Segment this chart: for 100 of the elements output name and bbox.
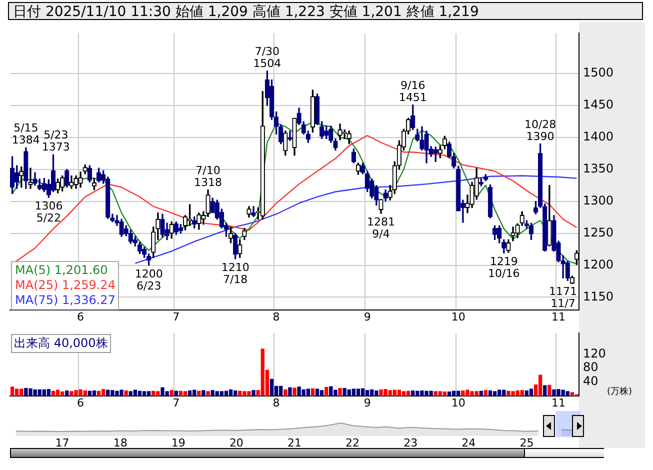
bar bbox=[183, 391, 188, 396]
x-tick-label: 22 bbox=[346, 436, 360, 450]
x-tick-label: 8 bbox=[272, 396, 280, 410]
annotation: 5/15 1384 bbox=[12, 122, 40, 147]
y-tick-label: 1200 bbox=[583, 257, 614, 272]
annotation: 1306 5/22 bbox=[34, 199, 63, 224]
bar bbox=[188, 390, 192, 396]
bar bbox=[406, 390, 410, 396]
bar bbox=[447, 391, 452, 396]
x-tick-label: 23 bbox=[404, 436, 418, 450]
y-tick-label: 1300 bbox=[583, 193, 614, 208]
bar bbox=[292, 388, 296, 396]
x-tick-label: 17 bbox=[55, 436, 70, 450]
bar bbox=[488, 390, 492, 396]
bar bbox=[360, 388, 365, 396]
bar bbox=[492, 391, 497, 396]
candlestick bbox=[342, 129, 347, 140]
bar bbox=[252, 390, 256, 396]
x-tick-label: 8 bbox=[272, 310, 280, 324]
bar bbox=[324, 386, 328, 396]
annotation: 5/23 1373 bbox=[42, 128, 70, 154]
x-tick-label: 6 bbox=[77, 310, 84, 324]
x-tick-label: 7 bbox=[172, 310, 180, 324]
bar bbox=[338, 388, 342, 396]
x-tick-label: 11 bbox=[552, 396, 566, 410]
bar bbox=[10, 386, 14, 396]
text: MA(5) 1,201.60 bbox=[15, 263, 109, 278]
y-tick-label: 1500 bbox=[583, 66, 614, 80]
bar bbox=[452, 390, 456, 396]
bar bbox=[320, 390, 324, 396]
bar bbox=[202, 390, 206, 396]
bar bbox=[174, 390, 178, 396]
annotation: 1281 9/4 bbox=[366, 215, 395, 240]
x-tick-label: 10 bbox=[451, 396, 466, 410]
bar bbox=[543, 385, 547, 396]
series-label: MA(25) 1,259.24 bbox=[15, 278, 116, 293]
annotation: 9/16 1451 bbox=[398, 78, 427, 104]
annotation: 7/10 1318 bbox=[194, 164, 222, 189]
x-tick-label: 19 bbox=[171, 436, 186, 450]
y-tick-label: 1250 bbox=[583, 225, 614, 240]
bar bbox=[529, 388, 534, 396]
x-tick-label: 24 bbox=[462, 436, 476, 450]
chart-title: 日付 2025/11/10 11:30 始値 1,209 高値 1,223 安値 1,201 終値 1,219 bbox=[8, 2, 643, 20]
bar bbox=[96, 390, 101, 396]
bar bbox=[538, 374, 542, 396]
y-tick-label: 1350 bbox=[583, 161, 614, 176]
bar bbox=[133, 390, 138, 396]
bar bbox=[228, 389, 233, 396]
bar bbox=[442, 391, 447, 396]
bar bbox=[138, 390, 142, 396]
bar bbox=[356, 388, 360, 396]
x-tick-label: 7 bbox=[172, 396, 180, 410]
bar bbox=[92, 390, 96, 396]
bar bbox=[124, 390, 128, 396]
bar bbox=[548, 384, 552, 396]
y-tick-label: 40 bbox=[583, 374, 598, 388]
y-tick-label: 80 bbox=[583, 360, 598, 374]
x-tick-label: 10 bbox=[451, 310, 466, 324]
bar bbox=[206, 391, 210, 396]
bar bbox=[397, 390, 402, 396]
x-tick-label: 18 bbox=[113, 436, 128, 450]
bar bbox=[170, 390, 174, 396]
bar bbox=[233, 390, 238, 396]
bar bbox=[270, 378, 274, 396]
bar bbox=[402, 391, 406, 396]
annotation: 7/30 1504 bbox=[253, 44, 282, 70]
bar bbox=[65, 390, 69, 396]
bar bbox=[178, 390, 183, 396]
x-tick-label: 21 bbox=[288, 436, 302, 450]
annotation: 1210 7/18 bbox=[221, 260, 250, 286]
text: MA(75) 1,336.27 bbox=[15, 293, 116, 308]
annotation: 1200 6/23 bbox=[134, 267, 163, 292]
bar bbox=[315, 388, 320, 396]
x-tick-label: 9 bbox=[364, 310, 371, 324]
candlestick bbox=[28, 168, 33, 189]
y-tick-label: 1450 bbox=[583, 98, 614, 112]
x-tick-label: 6 bbox=[77, 396, 84, 410]
chart-title: 出来高 40,000株 bbox=[11, 334, 111, 354]
bar bbox=[288, 387, 292, 396]
bar bbox=[484, 390, 488, 396]
y-axis-title: (万株) bbox=[607, 387, 632, 397]
annotation: 1171 11/7 bbox=[549, 285, 578, 310]
x-tick-label: 20 bbox=[229, 436, 244, 450]
bar bbox=[310, 388, 315, 396]
annotation: 1219 10/16 bbox=[488, 255, 520, 280]
y-tick-label: 1150 bbox=[583, 289, 614, 304]
bar bbox=[306, 388, 310, 396]
bar bbox=[56, 390, 60, 396]
bar bbox=[224, 390, 228, 396]
y-tick-label: 1400 bbox=[583, 130, 614, 144]
bar bbox=[284, 389, 288, 396]
candlestick bbox=[510, 226, 516, 242]
bar bbox=[479, 390, 483, 396]
bar bbox=[197, 390, 201, 396]
bar bbox=[352, 388, 356, 396]
bar bbox=[101, 389, 106, 396]
y-tick-label: 120 bbox=[583, 346, 606, 360]
bar bbox=[51, 390, 56, 396]
x-tick-label: 9 bbox=[364, 396, 371, 410]
bar bbox=[46, 389, 51, 396]
